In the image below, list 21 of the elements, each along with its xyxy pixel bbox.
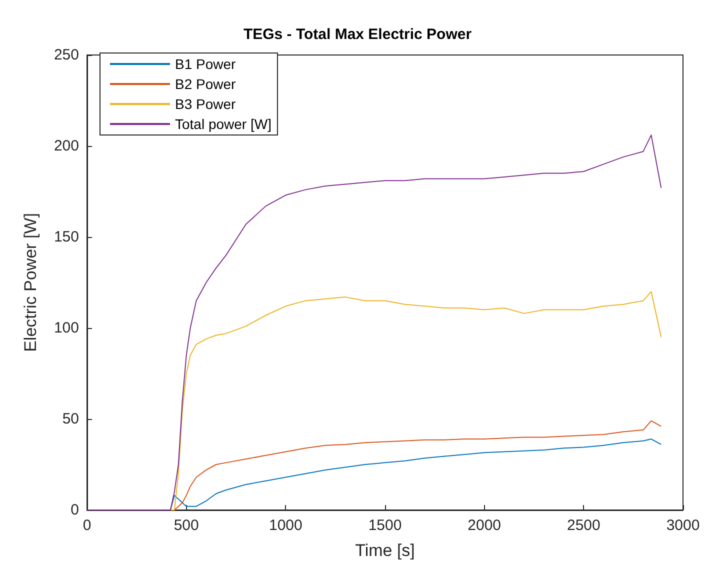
y-tick-label: 50 (62, 410, 79, 428)
y-tick-label: 0 (70, 502, 79, 518)
x-axis-title: Time [s] (355, 541, 415, 560)
legend-label: B2 Power (175, 76, 236, 92)
x-tick-label: 2500 (566, 517, 600, 534)
x-tick-label: 2000 (468, 517, 502, 534)
x-tick-label: 0 (82, 517, 92, 534)
y-tick-label: 250 (54, 46, 79, 64)
x-tick-label: 3000 (666, 517, 700, 534)
x-tick-label: 1000 (268, 517, 302, 534)
legend-label: B3 Power (175, 96, 236, 112)
line-series (86, 134, 662, 510)
chart-title: TEGs - Total Max Electric Power (243, 26, 472, 43)
x-tick-label: 1500 (368, 517, 402, 534)
y-tick-label: 150 (54, 228, 79, 246)
y-tick-label: 100 (54, 320, 79, 336)
y-tick-label: 200 (54, 138, 79, 154)
legend-label: Total power [W] (175, 116, 272, 132)
x-tick-label: 500 (174, 517, 199, 534)
y-axis-title: Electric Power [W] (21, 213, 40, 352)
legend-label: B1 Power (175, 56, 236, 72)
